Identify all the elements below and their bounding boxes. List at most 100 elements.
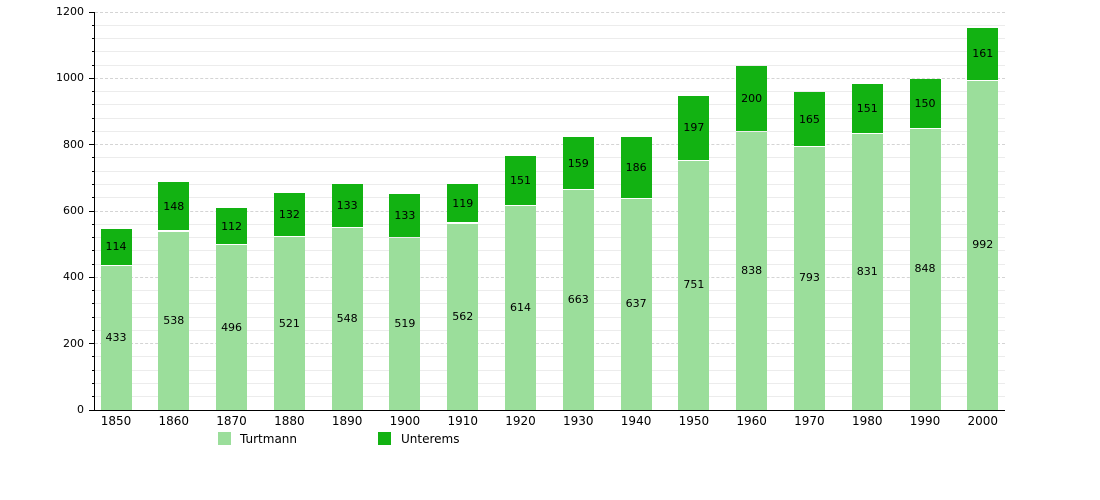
bar-value-unterems: 151 bbox=[856, 102, 878, 116]
y-axis-label: 0 bbox=[77, 403, 84, 416]
bar-value-unterems: 186 bbox=[625, 160, 647, 174]
bar-segment-turtmann bbox=[562, 190, 594, 410]
bar-segment-turtmann bbox=[331, 228, 363, 410]
y-axis bbox=[93, 12, 95, 410]
y-axis-tick bbox=[89, 77, 95, 79]
gridline-minor bbox=[95, 197, 1005, 199]
gridline-minor bbox=[95, 396, 1005, 398]
y-axis-label: 1200 bbox=[56, 5, 84, 18]
bar-segment-turtmann bbox=[389, 237, 421, 410]
bar-value-unterems: 133 bbox=[394, 208, 416, 222]
bar-segment-unterems bbox=[273, 193, 305, 236]
bar-value-turtmann: 637 bbox=[625, 297, 647, 311]
gridline-minor bbox=[95, 117, 1005, 119]
bar-value-unterems: 161 bbox=[972, 47, 994, 61]
gridline-minor bbox=[95, 237, 1005, 239]
x-axis bbox=[93, 409, 1005, 411]
gridline-minor bbox=[95, 24, 1005, 26]
gridline-major bbox=[95, 144, 1005, 146]
bar-segment-turtmann bbox=[273, 237, 305, 410]
bar-segment-unterems bbox=[100, 228, 132, 266]
legend-label-turtmann: Turtmann bbox=[240, 432, 298, 446]
bar-segment-unterems bbox=[851, 84, 883, 134]
bar-value-turtmann: 751 bbox=[683, 278, 705, 292]
bar-segment-turtmann bbox=[158, 231, 190, 410]
bar-segment-turtmann bbox=[505, 206, 536, 410]
bar-segment-unterems bbox=[793, 92, 825, 146]
gridline-minor bbox=[95, 170, 1005, 172]
bar-value-turtmann: 992 bbox=[972, 238, 994, 252]
x-axis-label: 1970 bbox=[794, 414, 825, 428]
bar-segment-unterems bbox=[447, 184, 479, 223]
x-axis-label: 1930 bbox=[563, 414, 594, 428]
gridline-minor bbox=[95, 157, 1005, 159]
bar-value-turtmann: 548 bbox=[336, 312, 358, 326]
y-axis-tick bbox=[89, 343, 95, 345]
bar-segment-unterems bbox=[505, 156, 536, 206]
gridline-major bbox=[95, 11, 1005, 13]
bar-segment-unterems bbox=[562, 137, 594, 189]
bar-value-unterems: 112 bbox=[221, 219, 243, 233]
bar-segment-turtmann bbox=[678, 160, 710, 410]
gridline-minor bbox=[95, 130, 1005, 132]
gridline-major bbox=[95, 276, 1005, 278]
bar-value-turtmann: 838 bbox=[741, 264, 763, 278]
gridline-minor bbox=[95, 329, 1005, 331]
x-axis-label: 1950 bbox=[678, 414, 710, 428]
bar-value-turtmann: 562 bbox=[452, 309, 474, 323]
bar-segment-unterems bbox=[389, 193, 421, 237]
gridline-major bbox=[95, 210, 1005, 212]
x-axis-label: 1860 bbox=[158, 414, 190, 428]
bar-segment-unterems bbox=[216, 208, 248, 245]
x-axis-label: 2000 bbox=[967, 414, 999, 428]
gridline-minor bbox=[95, 91, 1005, 93]
gridline-major bbox=[95, 77, 1005, 79]
x-axis-label: 1940 bbox=[620, 414, 652, 428]
bar-segment-turtmann bbox=[851, 134, 883, 410]
gridline-minor bbox=[95, 356, 1005, 358]
bar-value-turtmann: 663 bbox=[567, 293, 589, 307]
bar-segment-turtmann bbox=[967, 80, 999, 410]
bar-value-turtmann: 538 bbox=[163, 313, 185, 327]
bar-segment-turtmann bbox=[909, 128, 941, 410]
gridline-minor bbox=[95, 250, 1005, 252]
bar-value-unterems: 119 bbox=[452, 196, 474, 210]
bar-value-unterems: 159 bbox=[567, 156, 589, 170]
legend-swatch-unterems bbox=[378, 432, 391, 445]
x-axis-label: 1920 bbox=[505, 414, 536, 428]
gridline-minor bbox=[95, 104, 1005, 106]
bar-segment-turtmann bbox=[793, 146, 825, 410]
bar-segment-unterems bbox=[331, 184, 363, 228]
x-axis-label: 1990 bbox=[909, 414, 941, 428]
gridline-minor bbox=[95, 316, 1005, 318]
gridline-minor bbox=[95, 303, 1005, 305]
y-axis-tick bbox=[89, 409, 95, 411]
gridline-minor bbox=[95, 263, 1005, 265]
bar-value-unterems: 114 bbox=[105, 240, 127, 254]
bar-segment-unterems bbox=[158, 182, 190, 231]
gridline-minor bbox=[95, 38, 1005, 40]
bar-segment-unterems bbox=[678, 95, 710, 160]
gridline-major bbox=[95, 343, 1005, 345]
bar-value-unterems: 133 bbox=[336, 199, 358, 213]
bar-value-unterems: 132 bbox=[278, 208, 300, 222]
y-axis-label: 800 bbox=[63, 137, 84, 151]
legend-swatch-turtmann bbox=[218, 432, 231, 445]
y-axis-tick bbox=[89, 210, 95, 212]
bar-segment-unterems bbox=[736, 65, 768, 131]
x-axis-label: 1850 bbox=[100, 414, 132, 428]
y-axis-tick bbox=[89, 144, 95, 146]
x-axis-label: 1910 bbox=[447, 414, 478, 428]
x-axis-label: 1960 bbox=[736, 414, 767, 428]
bar-segment-turtmann bbox=[447, 223, 479, 410]
gridline-minor bbox=[95, 369, 1005, 371]
bar-value-unterems: 200 bbox=[741, 91, 763, 105]
y-axis-label: 1000 bbox=[56, 71, 84, 85]
bar-value-turtmann: 831 bbox=[856, 265, 878, 279]
bar-value-turtmann: 519 bbox=[394, 316, 416, 330]
gridline-minor bbox=[95, 64, 1005, 66]
bar-value-turtmann: 433 bbox=[105, 331, 127, 345]
bar-value-turtmann: 793 bbox=[798, 271, 820, 285]
